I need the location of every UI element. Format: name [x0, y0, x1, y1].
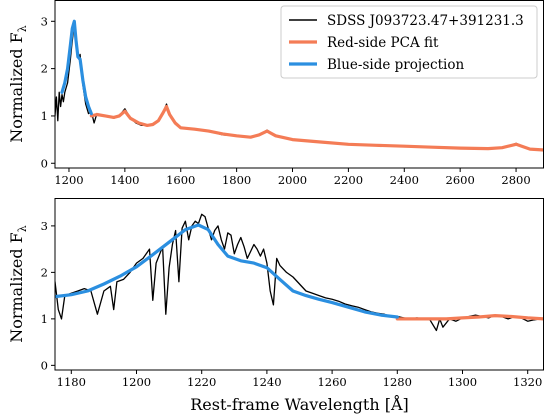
x-tick-label: 1400	[110, 173, 139, 187]
x-tick-label: 1200	[54, 173, 83, 187]
red-side-pca-fit-line	[89, 104, 544, 152]
y-tick-label: 0	[41, 358, 48, 372]
x-tick-label: 1220	[187, 375, 216, 389]
y-tick-label: 3	[41, 14, 48, 28]
x-tick-label: 1800	[222, 173, 251, 187]
y-tick-label: 2	[41, 62, 48, 76]
y-axis-label: Normalized Fλ	[7, 225, 29, 343]
x-tick-label: 1600	[166, 173, 195, 187]
x-tick-label: 1320	[513, 375, 542, 389]
x-tick-label: 2800	[501, 173, 530, 187]
y-tick-label: 3	[41, 219, 48, 233]
y-tick-label: 2	[41, 265, 48, 279]
legend-label: SDSS J093723.47+391231.3	[327, 13, 524, 29]
blue-side-projection-line	[60, 19, 93, 116]
y-axis-label-subscript: λ	[16, 25, 29, 32]
x-tick-label: 2000	[278, 173, 307, 187]
observed-spectrum-line	[55, 213, 544, 332]
legend-blue-side-projection: Blue-side projection	[289, 57, 464, 73]
x-tick-label: 1240	[252, 375, 281, 389]
y-tick-label: 1	[41, 312, 48, 326]
legend-label: Blue-side projection	[327, 57, 464, 73]
blue-side-projection-line	[55, 223, 399, 319]
y-axis-label-text: Normalized F	[7, 232, 26, 343]
x-tick-label: 1180	[57, 375, 86, 389]
red-side-pca-fit-line	[395, 314, 544, 321]
x-axis-label: Rest-frame Wavelength [Å]	[190, 394, 409, 414]
x-tick-label: 2600	[446, 173, 475, 187]
x-tick-label: 1200	[122, 375, 151, 389]
x-tick-label: 1260	[317, 375, 346, 389]
x-tick-label: 2200	[334, 173, 363, 187]
y-tick-label: 1	[41, 109, 48, 123]
legend-label: Red-side PCA fit	[327, 35, 439, 51]
bottom-panel: 1180 1200 1220 1240 1260 1280 1300 1320 0 1 2 3 Norm…	[7, 198, 544, 414]
legend: SDSS J093723.47+391231.3 Red-side PCA fit…	[280, 5, 538, 79]
y-axis-label: Normalized Fλ	[7, 25, 29, 143]
y-tick-label: 0	[41, 156, 48, 170]
x-tick-label: 2400	[390, 173, 419, 187]
legend-box	[280, 5, 538, 79]
x-tick-label: 1280	[383, 375, 412, 389]
y-axis-label-text: Normalized F	[7, 32, 26, 143]
legend-red-side-pca-fit: Red-side PCA fit	[289, 35, 439, 51]
x-tick-label: 1300	[448, 375, 477, 389]
top-panel: 1200 1400 1600 1800 2000 2200 2400 2600 2800 0 1 2 3…	[7, 0, 544, 187]
y-axis-label-subscript: λ	[16, 225, 29, 232]
legend-observed-spectrum: SDSS J093723.47+391231.3	[289, 13, 524, 29]
